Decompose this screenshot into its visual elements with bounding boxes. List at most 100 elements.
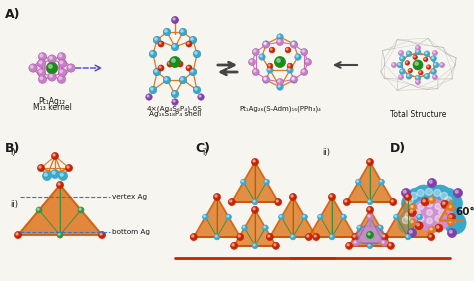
Circle shape <box>99 232 106 239</box>
Circle shape <box>155 38 157 40</box>
Circle shape <box>191 38 193 40</box>
Circle shape <box>278 85 280 87</box>
Circle shape <box>415 49 421 55</box>
Circle shape <box>400 69 405 74</box>
Circle shape <box>178 62 180 64</box>
Circle shape <box>428 226 436 234</box>
Circle shape <box>418 215 419 217</box>
Circle shape <box>445 197 452 204</box>
Circle shape <box>57 232 63 238</box>
Circle shape <box>79 208 81 210</box>
Circle shape <box>280 215 282 217</box>
Circle shape <box>291 77 297 83</box>
Circle shape <box>423 200 425 202</box>
Circle shape <box>419 71 423 75</box>
Circle shape <box>438 210 444 215</box>
Circle shape <box>16 233 18 235</box>
Circle shape <box>179 28 187 36</box>
Circle shape <box>53 154 55 156</box>
Circle shape <box>367 199 373 205</box>
Circle shape <box>286 48 288 50</box>
Circle shape <box>441 208 464 230</box>
Circle shape <box>415 212 432 230</box>
Circle shape <box>292 78 294 80</box>
Circle shape <box>253 244 255 246</box>
Text: Pt₁Ag₁₂: Pt₁Ag₁₂ <box>38 97 65 106</box>
Polygon shape <box>255 162 278 202</box>
Circle shape <box>252 243 258 249</box>
Circle shape <box>406 197 413 204</box>
Circle shape <box>248 58 255 65</box>
Circle shape <box>179 76 187 84</box>
Circle shape <box>432 74 438 80</box>
Circle shape <box>214 234 220 240</box>
Polygon shape <box>309 197 355 237</box>
Circle shape <box>417 189 424 196</box>
Circle shape <box>448 217 456 224</box>
Circle shape <box>429 203 451 225</box>
Circle shape <box>264 43 266 45</box>
Circle shape <box>366 158 374 166</box>
Circle shape <box>440 64 442 65</box>
Circle shape <box>277 59 280 62</box>
Circle shape <box>421 184 443 206</box>
Circle shape <box>357 180 358 182</box>
Circle shape <box>48 73 56 81</box>
Text: C): C) <box>195 142 210 155</box>
Circle shape <box>401 192 424 214</box>
Circle shape <box>259 54 265 60</box>
Circle shape <box>44 173 47 176</box>
Circle shape <box>291 76 298 83</box>
Text: B): B) <box>5 142 20 155</box>
Circle shape <box>172 59 175 62</box>
Circle shape <box>228 198 235 205</box>
Circle shape <box>171 43 179 51</box>
Circle shape <box>302 50 304 52</box>
Circle shape <box>159 66 161 68</box>
Circle shape <box>158 65 164 71</box>
Circle shape <box>434 189 441 196</box>
Circle shape <box>263 41 270 48</box>
Circle shape <box>408 69 412 73</box>
Circle shape <box>413 185 435 207</box>
Circle shape <box>440 192 447 200</box>
Circle shape <box>418 204 424 209</box>
Circle shape <box>40 77 43 80</box>
Circle shape <box>48 55 56 63</box>
Circle shape <box>195 88 197 90</box>
Circle shape <box>404 194 411 201</box>
Circle shape <box>274 56 285 67</box>
Circle shape <box>146 94 152 100</box>
Circle shape <box>237 234 244 241</box>
Circle shape <box>277 34 283 40</box>
Circle shape <box>167 61 173 67</box>
Circle shape <box>252 69 259 76</box>
Circle shape <box>353 240 359 246</box>
Circle shape <box>273 242 279 249</box>
Circle shape <box>268 235 270 237</box>
Circle shape <box>49 65 52 68</box>
Circle shape <box>263 77 269 83</box>
Circle shape <box>410 192 417 200</box>
Circle shape <box>37 68 46 77</box>
Circle shape <box>392 64 394 65</box>
Circle shape <box>417 46 418 48</box>
Circle shape <box>447 204 455 211</box>
Circle shape <box>78 207 84 213</box>
Circle shape <box>151 88 153 90</box>
Circle shape <box>190 234 197 241</box>
Circle shape <box>285 47 291 53</box>
Circle shape <box>268 64 270 66</box>
Circle shape <box>153 68 161 76</box>
Circle shape <box>173 45 175 47</box>
Circle shape <box>191 70 193 72</box>
Circle shape <box>410 210 417 217</box>
Circle shape <box>278 80 280 82</box>
Circle shape <box>435 206 453 224</box>
Circle shape <box>449 215 452 217</box>
Circle shape <box>243 226 245 228</box>
Circle shape <box>170 56 181 67</box>
Circle shape <box>191 235 194 237</box>
Circle shape <box>277 84 283 90</box>
Polygon shape <box>356 226 384 244</box>
